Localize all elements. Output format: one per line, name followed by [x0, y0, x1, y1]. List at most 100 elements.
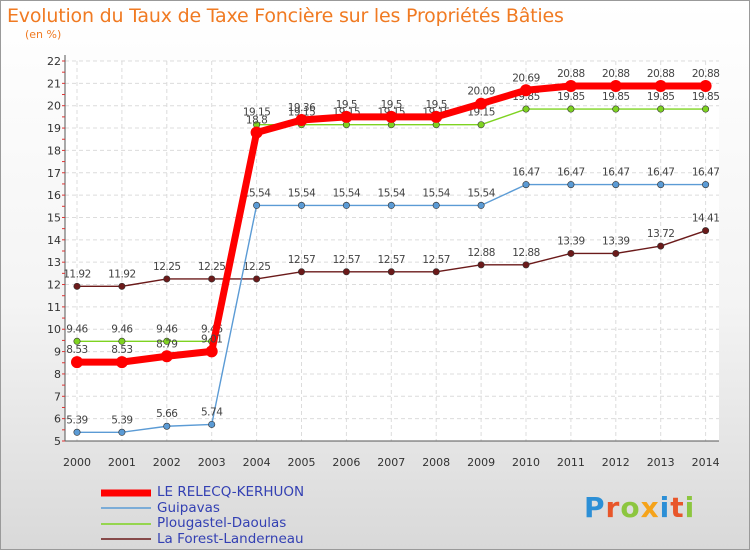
- legend-entry: Guipavas: [101, 499, 304, 517]
- data-label: 19.5: [426, 99, 447, 111]
- data-point: [432, 268, 440, 276]
- data-point: [702, 181, 710, 189]
- data-label: 12.88: [467, 247, 495, 259]
- y-tick-label: 17: [47, 167, 61, 180]
- data-point: [699, 80, 712, 93]
- data-label: 12.57: [288, 254, 316, 266]
- data-point: [342, 201, 350, 209]
- legend-label: Plougastel-Daoulas: [157, 515, 287, 531]
- data-label: 16.47: [512, 167, 540, 179]
- data-label: 5.39: [66, 414, 87, 426]
- y-tick-label: 6: [54, 413, 61, 426]
- x-tick-label: 2004: [243, 456, 271, 469]
- x-tick-label: 2002: [153, 456, 181, 469]
- y-tick-label: 18: [47, 144, 61, 157]
- data-point: [163, 422, 171, 430]
- data-label: 16.47: [602, 167, 630, 179]
- y-tick-label: 10: [47, 323, 61, 336]
- data-point: [612, 249, 620, 257]
- data-label: 15.54: [422, 187, 450, 199]
- data-point: [297, 268, 305, 276]
- data-point: [522, 181, 530, 189]
- legend-label: LE RELECQ-KERHUON: [157, 484, 305, 500]
- legend-label: La Forest-Landerneau: [157, 530, 304, 547]
- data-label: 19.5: [336, 99, 357, 111]
- data-label: 20.88: [647, 68, 675, 80]
- data-label: 12.57: [378, 254, 406, 266]
- data-point: [387, 201, 395, 209]
- data-label: 8.53: [111, 344, 132, 356]
- data-label: 14.41: [692, 213, 720, 225]
- data-point: [387, 268, 395, 276]
- data-label: 19.85: [602, 91, 630, 103]
- data-label: 13.39: [557, 235, 585, 247]
- data-point: [564, 80, 577, 93]
- data-point: [657, 242, 665, 250]
- data-label: 19.36: [288, 102, 316, 114]
- data-point: [73, 282, 81, 290]
- data-label: 12.25: [153, 261, 181, 273]
- data-point: [702, 227, 710, 235]
- legend-label: Guipavas: [157, 499, 220, 516]
- data-label: 20.88: [557, 68, 585, 80]
- data-point: [477, 121, 485, 129]
- data-label: 11.92: [108, 268, 136, 280]
- data-label: 19.15: [243, 107, 271, 119]
- data-label: 16.47: [647, 167, 675, 179]
- data-label: 19.15: [288, 107, 316, 119]
- data-label: 12.57: [333, 254, 361, 266]
- x-tick-label: 2010: [512, 456, 540, 469]
- data-point: [612, 105, 620, 113]
- data-point: [609, 80, 622, 93]
- data-point: [253, 275, 261, 283]
- x-tick-label: 2008: [422, 456, 450, 469]
- data-point: [340, 110, 353, 123]
- data-point: [163, 337, 171, 345]
- data-point: [475, 97, 488, 110]
- data-point: [250, 126, 263, 139]
- y-tick-label: 22: [47, 55, 61, 68]
- data-point: [522, 105, 530, 113]
- data-label: 9.01: [201, 333, 222, 345]
- data-label: 12.25: [243, 261, 271, 273]
- data-point: [160, 350, 173, 363]
- x-tick-label: 2013: [647, 456, 675, 469]
- proxiti-logo: Proxiti: [584, 491, 696, 524]
- data-label: 15.54: [288, 187, 316, 199]
- data-label: 19.85: [557, 91, 585, 103]
- data-point: [208, 275, 216, 283]
- x-tick-label: 2003: [198, 456, 226, 469]
- data-point: [477, 201, 485, 209]
- data-label: 5.66: [156, 408, 178, 420]
- x-tick-label: 2012: [602, 456, 630, 469]
- data-point: [342, 268, 350, 276]
- data-point: [71, 356, 83, 369]
- data-point: [73, 428, 81, 436]
- x-tick-label: 2009: [467, 456, 495, 469]
- data-label: 16.47: [557, 167, 585, 179]
- data-label: 19.5: [381, 99, 402, 111]
- y-tick-label: 21: [47, 77, 61, 90]
- data-point: [654, 80, 667, 93]
- y-tick-label: 7: [54, 390, 61, 403]
- x-tick-label: 2014: [692, 456, 720, 469]
- data-point: [297, 201, 305, 209]
- data-point: [118, 282, 126, 290]
- data-point: [118, 337, 126, 345]
- y-tick-label: 9: [54, 346, 61, 359]
- data-label: 19.15: [467, 107, 495, 119]
- y-tick-label: 11: [47, 301, 61, 314]
- data-label: 12.88: [512, 247, 540, 259]
- data-label: 11.92: [63, 268, 91, 280]
- data-point: [163, 275, 171, 283]
- x-tick-label: 2000: [63, 456, 91, 469]
- legend-entry: Plougastel-Daoulas: [101, 515, 304, 532]
- data-label: 12.57: [422, 254, 450, 266]
- y-tick-label: 14: [47, 234, 61, 247]
- data-label: 15.54: [333, 187, 361, 199]
- data-point: [612, 181, 620, 189]
- data-point: [567, 249, 575, 257]
- data-label: 5.39: [111, 414, 132, 426]
- data-point: [208, 420, 216, 428]
